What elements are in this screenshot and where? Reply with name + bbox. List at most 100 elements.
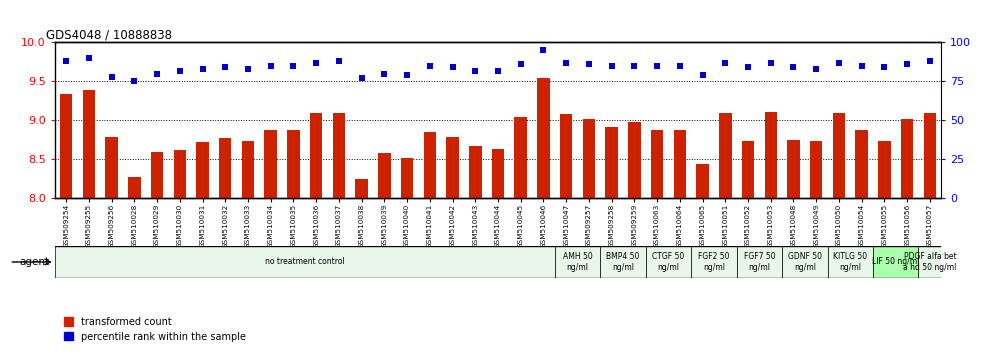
Point — [763, 60, 779, 65]
Bar — [828, 246, 873, 278]
Bar — [810, 141, 823, 198]
Point — [217, 64, 233, 70]
Bar — [787, 140, 800, 198]
Point — [876, 64, 892, 70]
Point — [444, 64, 460, 70]
Bar — [400, 158, 413, 198]
Bar — [856, 130, 868, 198]
Bar — [606, 127, 618, 198]
Bar — [106, 137, 118, 198]
Text: GDS4048 / 10888838: GDS4048 / 10888838 — [46, 28, 172, 41]
Point — [354, 75, 370, 81]
Point — [126, 79, 142, 84]
Bar — [900, 119, 913, 198]
Point — [581, 62, 597, 67]
Point — [513, 62, 529, 67]
Bar — [923, 113, 936, 198]
Bar — [673, 130, 686, 198]
Point — [263, 63, 279, 69]
Point — [58, 58, 74, 64]
Point — [536, 47, 552, 53]
Text: FGF7 50
ng/ml: FGF7 50 ng/ml — [744, 252, 775, 272]
Bar — [601, 246, 645, 278]
Point — [240, 66, 256, 72]
Bar — [150, 152, 163, 198]
Bar — [765, 112, 777, 198]
Bar — [55, 246, 555, 278]
Bar — [737, 246, 782, 278]
Bar — [878, 141, 890, 198]
Bar — [310, 113, 323, 198]
Text: GDNF 50
ng/ml: GDNF 50 ng/ml — [788, 252, 822, 272]
Point — [308, 60, 324, 65]
Text: AMH 50
ng/ml: AMH 50 ng/ml — [563, 252, 593, 272]
Bar — [537, 78, 550, 198]
Legend: transformed count, percentile rank within the sample: transformed count, percentile rank withi… — [60, 313, 250, 346]
Bar — [628, 122, 640, 198]
Point — [172, 68, 188, 73]
Bar — [128, 177, 140, 198]
Point — [626, 63, 642, 69]
Point — [854, 63, 870, 69]
Text: KITLG 50
ng/ml: KITLG 50 ng/ml — [834, 252, 868, 272]
Bar — [333, 113, 346, 198]
Bar — [515, 117, 527, 198]
Point — [922, 58, 938, 64]
Bar — [555, 246, 601, 278]
Point — [286, 63, 302, 69]
Point — [422, 63, 438, 69]
Bar — [742, 141, 754, 198]
Bar — [378, 153, 390, 198]
Bar — [446, 137, 459, 198]
Bar — [645, 246, 691, 278]
Bar — [60, 94, 73, 198]
Text: PDGF alfa bet
a hd 50 ng/ml: PDGF alfa bet a hd 50 ng/ml — [903, 252, 956, 272]
Bar — [873, 246, 918, 278]
Bar — [469, 146, 481, 198]
Bar — [219, 138, 231, 198]
Bar — [287, 131, 300, 198]
Text: LIF 50 ng/ml: LIF 50 ng/ml — [872, 257, 919, 267]
Bar — [696, 164, 709, 198]
Bar — [492, 149, 504, 198]
Point — [831, 60, 847, 65]
Bar — [719, 113, 731, 198]
Bar — [650, 131, 663, 198]
Point — [672, 63, 688, 69]
Point — [194, 66, 210, 72]
Point — [786, 64, 802, 70]
Bar — [691, 246, 737, 278]
Bar — [423, 132, 436, 198]
Point — [694, 72, 710, 78]
Text: no treatment control: no treatment control — [265, 257, 345, 267]
Bar — [265, 130, 277, 198]
Bar — [833, 113, 846, 198]
Bar — [242, 141, 254, 198]
Point — [104, 74, 120, 80]
Text: BMP4 50
ng/ml: BMP4 50 ng/ml — [607, 252, 639, 272]
Point — [490, 68, 506, 73]
Bar — [560, 114, 573, 198]
Point — [558, 60, 574, 65]
Point — [604, 63, 620, 69]
Bar — [583, 119, 596, 198]
Bar — [173, 150, 186, 198]
Point — [649, 63, 665, 69]
Point — [899, 62, 915, 67]
Text: FGF2 50
ng/ml: FGF2 50 ng/ml — [698, 252, 730, 272]
Bar — [782, 246, 828, 278]
Point — [808, 66, 824, 72]
Point — [331, 58, 347, 64]
Point — [81, 55, 97, 61]
Text: CTGF 50
ng/ml: CTGF 50 ng/ml — [652, 252, 684, 272]
Point — [149, 71, 165, 76]
Bar — [356, 179, 368, 198]
Point — [399, 72, 415, 78]
Bar — [918, 246, 941, 278]
Point — [740, 64, 756, 70]
Point — [467, 68, 483, 73]
Bar — [196, 142, 209, 198]
Bar — [83, 90, 96, 198]
Text: agent: agent — [20, 257, 50, 267]
Point — [376, 71, 392, 76]
